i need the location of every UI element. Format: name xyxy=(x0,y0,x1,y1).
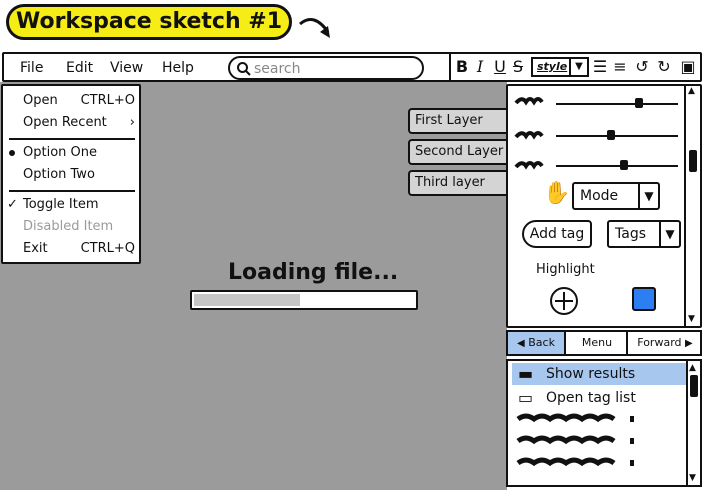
page-title: Workspace sketch #1 xyxy=(6,4,292,40)
scroll-thumb[interactable] xyxy=(689,150,697,172)
results-scrollbar[interactable]: ▲ ▼ xyxy=(686,361,700,485)
placeholder-scribble-icon xyxy=(516,413,634,467)
slider-track xyxy=(556,165,678,167)
menu-item-option-one[interactable]: Option One xyxy=(3,142,139,164)
search-icon xyxy=(237,62,251,76)
mode-select[interactable]: Mode ▼ xyxy=(572,182,660,210)
strikethrough-icon[interactable]: S xyxy=(512,57,524,76)
style-dropdown[interactable]: style ▼ xyxy=(531,57,589,77)
results-list: ▬ Show results ▭ Open tag list ▲ ▼ xyxy=(506,359,702,487)
menu-item-toggle[interactable]: ✓ Toggle Item xyxy=(3,194,139,216)
bulleted-list-icon[interactable]: ☰ xyxy=(592,57,608,76)
slider-thumb[interactable] xyxy=(606,130,615,140)
menu-divider xyxy=(9,190,135,192)
scroll-up-icon[interactable]: ▲ xyxy=(688,86,695,96)
layer-tab-first[interactable]: First Layer xyxy=(408,108,508,134)
slider-thumb[interactable] xyxy=(634,98,643,108)
tags-select[interactable]: Tags ▼ xyxy=(607,220,681,248)
checkmark-icon: ✓ xyxy=(7,197,18,212)
numbered-list-icon[interactable]: ≡ xyxy=(613,57,627,76)
chevron-down-icon: ▼ xyxy=(638,184,658,208)
menu-item-open-recent[interactable]: Open Recent › xyxy=(3,112,139,134)
add-circle-icon[interactable] xyxy=(548,285,580,317)
add-tag-button[interactable]: Add tag xyxy=(522,220,592,248)
image-icon[interactable]: ▣ xyxy=(680,57,696,76)
menu-divider xyxy=(9,138,135,140)
underline-icon[interactable]: U xyxy=(494,57,506,76)
undo-icon[interactable]: ↺ xyxy=(635,57,649,76)
slider-track xyxy=(556,135,678,137)
brush-stroke-icon xyxy=(514,97,544,106)
menu-help[interactable]: Help xyxy=(162,60,194,76)
list-item-open-tag-list[interactable]: ▭ Open tag list xyxy=(518,388,636,407)
search-input[interactable]: search xyxy=(228,56,424,80)
scroll-down-icon[interactable]: ▼ xyxy=(689,473,696,483)
menu-item-exit[interactable]: Exit CTRL+Q xyxy=(23,241,135,256)
menu-bar: File Edit View Help search B I U S style… xyxy=(2,52,702,82)
style-label: style xyxy=(537,60,568,73)
back-arrow-icon: ◀ xyxy=(517,338,525,349)
menu-item-disabled: Disabled Item xyxy=(23,219,114,234)
folder-open-icon: ▭ xyxy=(518,388,534,407)
slider-track xyxy=(556,103,678,105)
nav-bar: ◀ Back Menu Forward ▶ xyxy=(506,330,702,356)
redo-icon[interactable]: ↻ xyxy=(657,57,671,76)
bold-icon[interactable]: B xyxy=(455,57,469,76)
layer-tab-third[interactable]: Third layer xyxy=(408,170,508,196)
menu-edit[interactable]: Edit xyxy=(66,60,94,76)
hand-icon[interactable]: ✋ xyxy=(543,181,571,206)
nav-menu-tab[interactable]: Menu xyxy=(568,332,628,354)
panel-scrollbar[interactable]: ▲ ▼ xyxy=(684,84,700,328)
brush-stroke-icon xyxy=(514,161,544,170)
menu-file[interactable]: File xyxy=(20,60,44,76)
radio-selected-icon xyxy=(9,150,15,156)
layer-tab-second[interactable]: Second Layer xyxy=(408,139,508,165)
list-item-show-results[interactable]: ▬ Show results xyxy=(512,363,688,385)
toolbar-divider xyxy=(449,54,451,80)
chevron-down-icon: ▼ xyxy=(569,59,587,75)
menu-item-option-two[interactable]: Option Two xyxy=(23,167,95,182)
scroll-up-icon[interactable]: ▲ xyxy=(689,363,696,373)
nav-forward-tab[interactable]: Forward ▶ xyxy=(637,336,693,349)
brush-stroke-icon xyxy=(514,131,544,140)
arrow-icon xyxy=(299,18,330,38)
search-placeholder: search xyxy=(254,61,301,77)
menu-view[interactable]: View xyxy=(110,60,144,76)
progress-bar xyxy=(190,290,418,310)
forward-arrow-icon: ▶ xyxy=(685,338,693,349)
highlight-color-swatch[interactable] xyxy=(632,287,656,311)
menu-item-open[interactable]: Open CTRL+O xyxy=(23,93,135,108)
italic-icon[interactable]: I xyxy=(476,57,484,76)
chevron-right-icon: › xyxy=(129,115,135,130)
scroll-thumb[interactable] xyxy=(690,375,698,397)
nav-back-tab[interactable]: ◀ Back xyxy=(508,332,566,354)
folder-icon: ▬ xyxy=(518,364,534,383)
highlight-label: Highlight xyxy=(536,262,595,277)
slider-thumb[interactable] xyxy=(620,160,629,170)
chevron-down-icon: ▼ xyxy=(659,222,679,246)
progress-fill xyxy=(194,294,300,306)
loading-text: Loading file... xyxy=(228,260,399,285)
file-menu-dropdown: Open CTRL+O Open Recent › Option One Opt… xyxy=(1,84,141,264)
scroll-down-icon[interactable]: ▼ xyxy=(688,314,695,324)
